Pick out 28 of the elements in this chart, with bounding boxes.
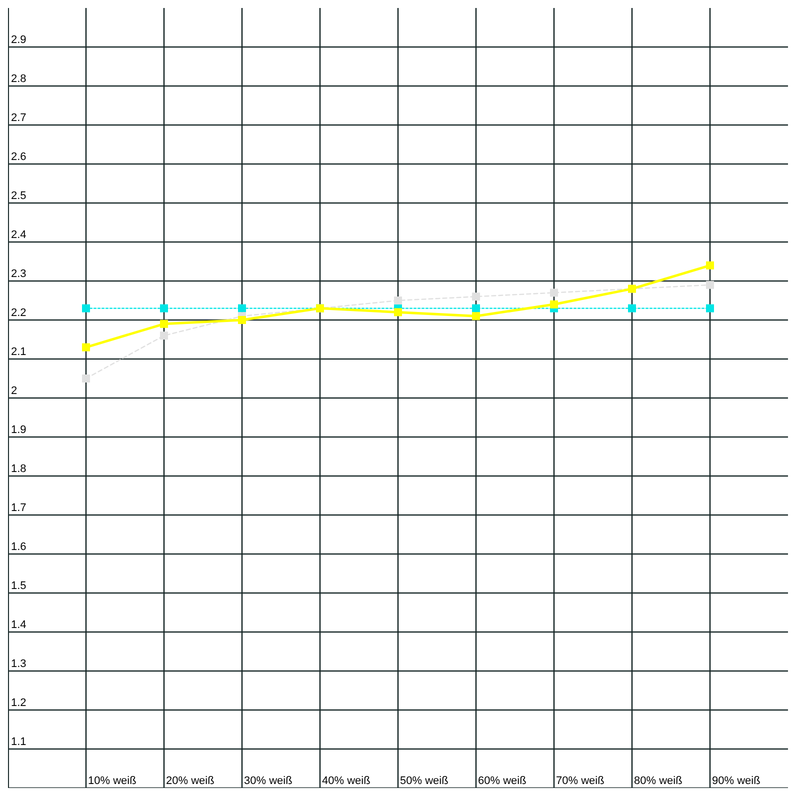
- y-tick-label: 2.2: [11, 307, 26, 319]
- y-tick-label: 1.9: [11, 424, 26, 436]
- x-tick-label: 60% weiß: [478, 775, 527, 787]
- y-tick-label: 2.5: [11, 190, 26, 202]
- y-tick-label: 2.4: [11, 229, 26, 241]
- x-tick-label: 30% weiß: [244, 775, 293, 787]
- y-tick-label: 2.8: [11, 73, 26, 85]
- y-tick-label: 1.8: [11, 463, 26, 475]
- y-tick-label: 1.6: [11, 541, 26, 553]
- y-tick-label: 1.1: [11, 736, 26, 748]
- y-tick-label: 2: [11, 385, 18, 397]
- x-tick-label: 70% weiß: [556, 775, 605, 787]
- x-tick-label: 50% weiß: [400, 775, 449, 787]
- x-tick-label: 40% weiß: [322, 775, 371, 787]
- y-tick-label: 2.3: [11, 268, 26, 280]
- x-tick-label: 90% weiß: [712, 775, 761, 787]
- y-tick-label: 1.3: [11, 658, 26, 670]
- y-tick-label: 1.2: [11, 697, 26, 709]
- y-tick-label: 1.4: [11, 619, 26, 631]
- x-tick-label: 20% weiß: [166, 775, 215, 787]
- y-tick-label: 2.9: [11, 34, 26, 46]
- y-tick-label: 2.1: [11, 346, 26, 358]
- y-tick-label: 1.7: [11, 502, 26, 514]
- y-tick-label: 1.5: [11, 580, 26, 592]
- y-tick-label: 2.6: [11, 151, 26, 163]
- x-tick-label: 80% weiß: [634, 775, 683, 787]
- x-tick-label: 10% weiß: [88, 775, 137, 787]
- y-tick-label: 2.7: [11, 112, 26, 124]
